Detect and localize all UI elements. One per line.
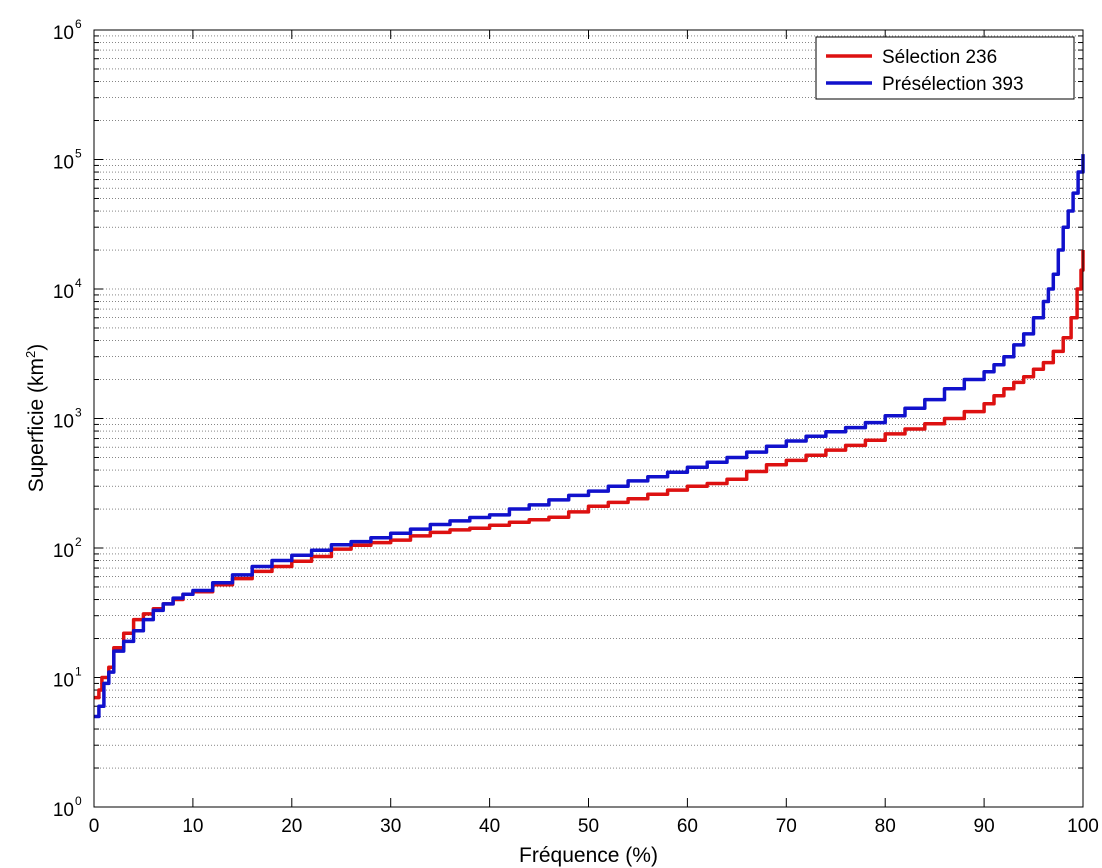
x-tick-label: 10 (182, 816, 203, 837)
y-axis-title: Superficie (km2) (23, 344, 48, 492)
y-axis-title-sup: 2 (23, 351, 38, 358)
y-tick-exponent: 1 (75, 665, 82, 679)
y-axis-title-close: ) (25, 344, 48, 351)
y-tick-exponent: 4 (75, 276, 82, 290)
y-tick-label: 10 (53, 800, 74, 821)
series-lines (94, 154, 1085, 719)
legend-label-preselection: Présélection 393 (882, 74, 1024, 95)
y-axis-title-main: Superficie (km (25, 358, 48, 492)
x-tick-label: 50 (578, 816, 599, 837)
x-tick-label: 40 (479, 816, 500, 837)
y-tick-label: 10 (53, 282, 74, 303)
legend-box (815, 36, 1075, 100)
x-tick-label: 100 (1067, 816, 1099, 837)
plot-frame (93, 29, 1084, 808)
y-tick-exponent: 0 (75, 794, 82, 808)
legend-label-selection: Sélection 236 (882, 47, 997, 68)
series-line-preselection (94, 154, 1085, 719)
y-tick-exponent: 2 (75, 535, 82, 549)
y-tick-exponent: 6 (75, 17, 82, 31)
x-tick-label: 90 (974, 816, 995, 837)
x-axis-title: Fréquence (%) (519, 844, 658, 867)
y-tick-exponent: 3 (75, 406, 82, 420)
y-tick-label: 10 (53, 671, 74, 692)
x-tick-label: 0 (89, 816, 100, 837)
x-tick-label: 20 (281, 816, 302, 837)
x-tick-label: 80 (875, 816, 896, 837)
x-tick-label: 30 (380, 816, 401, 837)
x-tick-label: 60 (677, 816, 698, 837)
y-tick-exponent: 5 (75, 147, 82, 161)
legend: Sélection 236 Présélection 393 (815, 36, 1075, 100)
x-tick-labels: 0 10 20 30 40 50 60 70 80 90 100 (89, 816, 1099, 837)
y-tick-label: 10 (53, 23, 74, 44)
x-tick-label: 70 (776, 816, 797, 837)
y-tick-label: 10 (53, 153, 74, 174)
y-tick-label: 10 (53, 541, 74, 562)
y-tick-label: 10 (53, 412, 74, 433)
